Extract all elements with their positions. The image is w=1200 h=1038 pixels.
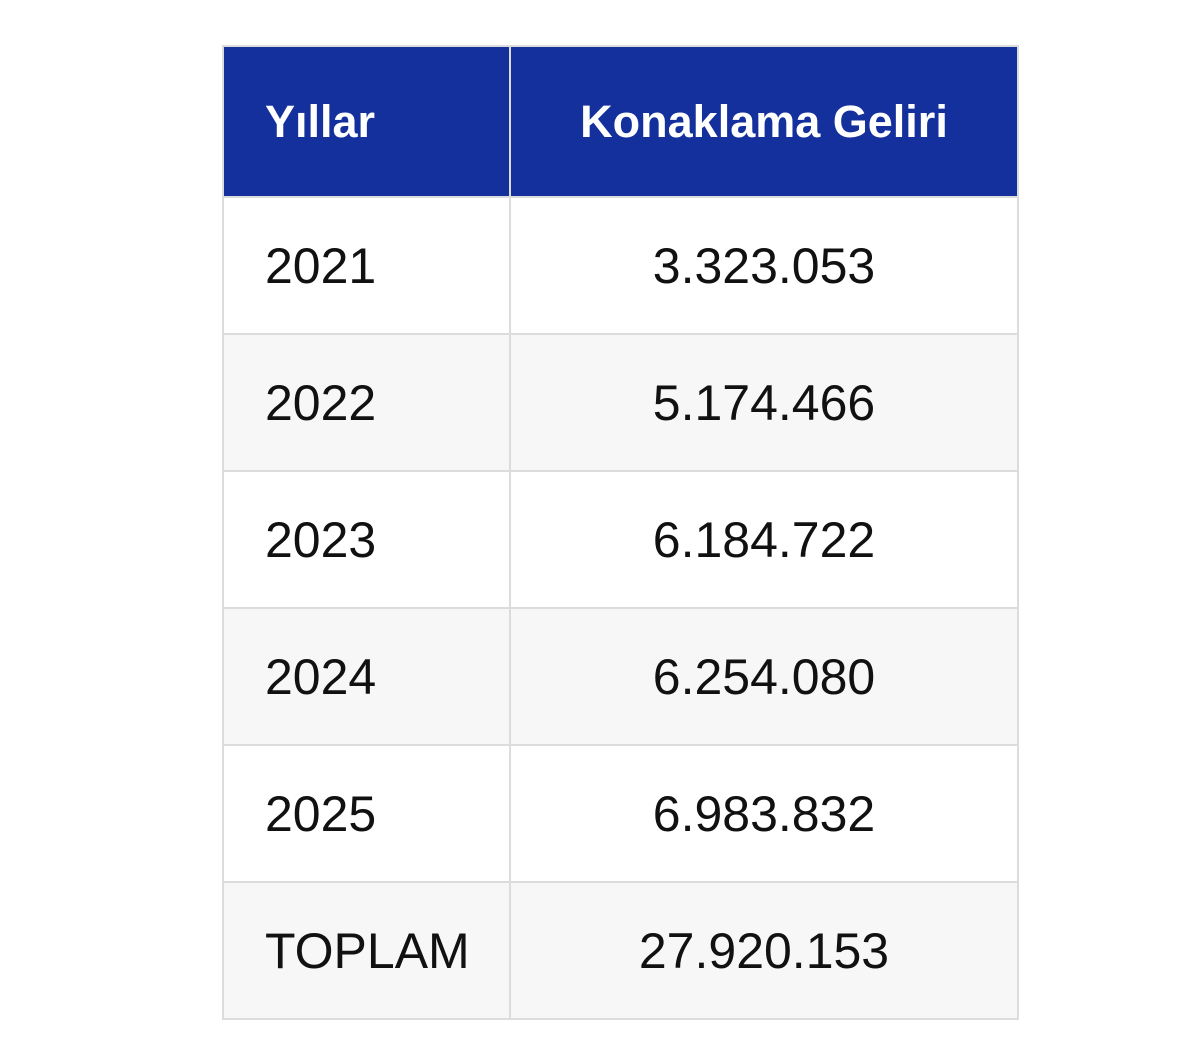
total-row: TOPLAM 27.920.153 [222, 881, 1019, 1020]
revenue-cell: 5.174.466 [509, 333, 1019, 472]
header-revenue: Konaklama Geliri [509, 45, 1019, 198]
year-cell: 2022 [222, 333, 511, 472]
revenue-cell: 6.254.080 [509, 607, 1019, 746]
revenue-table: Yıllar Konaklama Geliri 2021 3.323.053 2… [222, 45, 1019, 1020]
total-label: TOPLAM [222, 881, 511, 1020]
year-cell: 2023 [222, 470, 511, 609]
header-row: Yıllar Konaklama Geliri [222, 45, 1019, 198]
year-cell: 2024 [222, 607, 511, 746]
revenue-cell: 3.323.053 [509, 196, 1019, 335]
year-cell: 2025 [222, 744, 511, 883]
table-row: 2022 5.174.466 [222, 333, 1019, 472]
total-value: 27.920.153 [509, 881, 1019, 1020]
year-cell: 2021 [222, 196, 511, 335]
table-row: 2025 6.983.832 [222, 744, 1019, 883]
revenue-cell: 6.983.832 [509, 744, 1019, 883]
table-row: 2024 6.254.080 [222, 607, 1019, 746]
header-years: Yıllar [222, 45, 511, 198]
table-row: 2021 3.323.053 [222, 196, 1019, 335]
revenue-cell: 6.184.722 [509, 470, 1019, 609]
table-row: 2023 6.184.722 [222, 470, 1019, 609]
